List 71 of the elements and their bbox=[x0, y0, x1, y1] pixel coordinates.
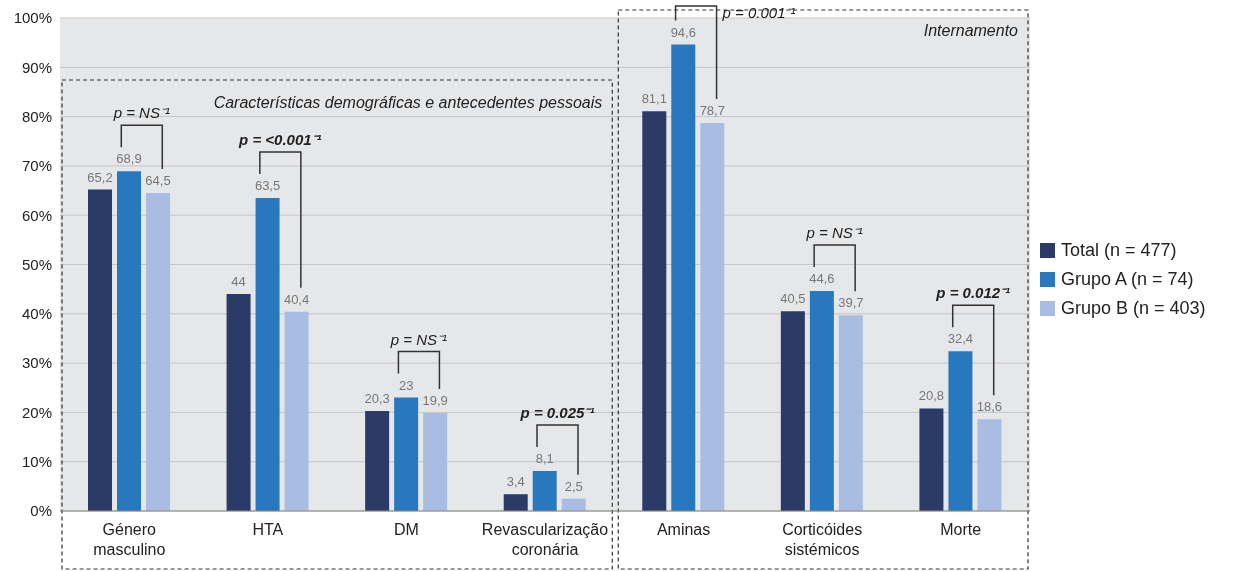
bar bbox=[919, 408, 944, 511]
data-label: 20,8 bbox=[918, 388, 945, 404]
bar bbox=[365, 410, 390, 511]
legend-label: Total (n = 477) bbox=[1061, 240, 1177, 261]
bar bbox=[838, 315, 863, 511]
bar bbox=[948, 351, 973, 511]
bar bbox=[671, 44, 696, 511]
y-tick-label: 90% bbox=[21, 58, 52, 76]
data-label: 20,3 bbox=[364, 390, 390, 406]
x-tick-label: Aminas bbox=[656, 521, 711, 538]
bar bbox=[809, 291, 834, 511]
y-tick-label: 60% bbox=[21, 206, 52, 224]
bar bbox=[255, 197, 280, 511]
bar bbox=[394, 397, 419, 511]
data-label: 65,2 bbox=[87, 169, 113, 185]
bar bbox=[700, 123, 725, 511]
data-label: 3,4 bbox=[506, 474, 525, 490]
y-tick-label: 0% bbox=[30, 502, 52, 520]
annotation: Internamento bbox=[923, 22, 1019, 39]
annotation: p = NS⁻¹ bbox=[805, 224, 863, 242]
annotation: Características demográficas e antecedentes pessoais bbox=[213, 94, 603, 111]
data-label: 64,5 bbox=[145, 173, 171, 189]
annotation: p = NS⁻¹ bbox=[112, 104, 170, 122]
data-label: 94,6 bbox=[670, 24, 696, 40]
annotation: p = NS⁻¹ bbox=[389, 330, 448, 348]
annotation: p = 0.025⁻¹ bbox=[519, 404, 595, 422]
y-tick-label: 70% bbox=[21, 157, 52, 175]
x-tick-label: Corticóides sistémicos bbox=[782, 521, 863, 558]
bar bbox=[423, 412, 448, 511]
annotation: p = <0.001⁻¹ bbox=[238, 130, 322, 148]
data-label: 68,9 bbox=[116, 151, 142, 167]
x-tick-label: Morte bbox=[940, 521, 982, 538]
bar bbox=[642, 111, 667, 511]
x-tick-label: DM bbox=[393, 521, 419, 538]
data-label: 32,4 bbox=[947, 331, 974, 347]
data-label: 39,7 bbox=[838, 295, 864, 311]
data-label: 40,5 bbox=[780, 291, 806, 307]
bar bbox=[117, 171, 141, 511]
data-label: 18,6 bbox=[976, 399, 1003, 415]
bar bbox=[146, 193, 170, 511]
bar bbox=[503, 494, 528, 511]
data-label: 44,6 bbox=[809, 271, 835, 287]
y-tick-label: 10% bbox=[21, 453, 52, 471]
x-tick-label: HTA bbox=[252, 521, 284, 538]
y-tick-label: 100% bbox=[13, 9, 52, 27]
bar bbox=[532, 471, 557, 511]
data-label: 23 bbox=[398, 377, 414, 393]
data-label: 2,5 bbox=[564, 478, 583, 494]
y-tick-label: 30% bbox=[21, 354, 52, 372]
data-label: 81,1 bbox=[641, 91, 667, 107]
y-tick-label: 80% bbox=[21, 107, 52, 125]
data-label: 8,1 bbox=[535, 451, 554, 467]
annotation: p = 0.001⁻¹ bbox=[721, 4, 796, 21]
data-label: 44 bbox=[231, 274, 246, 290]
legend-label: Grupo B (n = 403) bbox=[1061, 298, 1206, 319]
y-tick-label: 20% bbox=[21, 403, 52, 421]
data-label: 19,9 bbox=[422, 392, 448, 408]
legend-label: Grupo A (n = 74) bbox=[1061, 269, 1194, 290]
x-tick-label: Género masculino bbox=[93, 521, 166, 558]
annotation: p = 0.012⁻¹ bbox=[935, 284, 1011, 302]
bar bbox=[226, 294, 251, 511]
y-tick-label: 40% bbox=[21, 305, 52, 323]
bar bbox=[88, 189, 112, 511]
data-label: 40,4 bbox=[283, 291, 310, 307]
x-tick-label: Revascularização coronária bbox=[481, 521, 609, 558]
data-label: 78,7 bbox=[699, 103, 725, 119]
y-tick-label: 50% bbox=[21, 255, 52, 273]
bar bbox=[780, 311, 805, 511]
bar bbox=[284, 311, 309, 511]
data-label: 63,5 bbox=[254, 177, 281, 193]
bar bbox=[977, 419, 1002, 511]
